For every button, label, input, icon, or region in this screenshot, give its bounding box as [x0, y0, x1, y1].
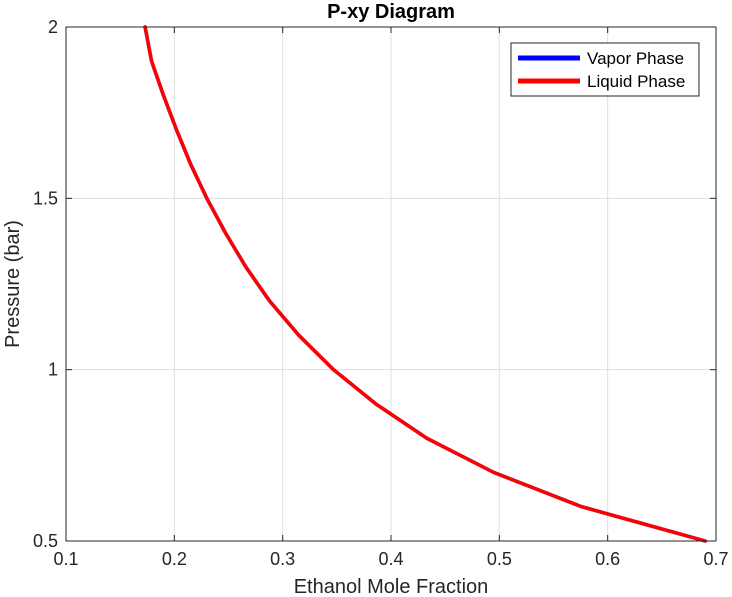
legend-label: Vapor Phase — [587, 49, 684, 68]
legend: Vapor Phase Liquid Phase — [510, 42, 700, 97]
y-tick-label: 0.5 — [33, 531, 58, 551]
ticks: 0.1 0.2 0.3 0.4 0.5 0.6 0.7 0.5 1 1.5 2 — [33, 17, 729, 569]
legend-label: Liquid Phase — [587, 72, 685, 91]
x-tick-label: 0.3 — [270, 549, 295, 569]
y-axis-label: Pressure (bar) — [2, 220, 24, 348]
series-line-liquid-phase — [143, 25, 707, 543]
x-tick-label: 0.6 — [595, 549, 620, 569]
x-tick-label: 0.4 — [378, 549, 403, 569]
legend-box — [510, 42, 700, 97]
y-tick-label: 2 — [48, 17, 58, 37]
y-tick-label: 1.5 — [33, 188, 58, 208]
x-tick-label: 0.7 — [703, 549, 728, 569]
y-tick-label: 1 — [48, 360, 58, 380]
x-tick-label: 0.2 — [162, 549, 187, 569]
chart-title: P-xy Diagram — [327, 1, 455, 23]
series-layer — [143, 25, 707, 543]
x-tick-label: 0.5 — [487, 549, 512, 569]
x-tick-label: 0.1 — [53, 549, 78, 569]
x-axis-label: Ethanol Mole Fraction — [294, 576, 489, 597]
